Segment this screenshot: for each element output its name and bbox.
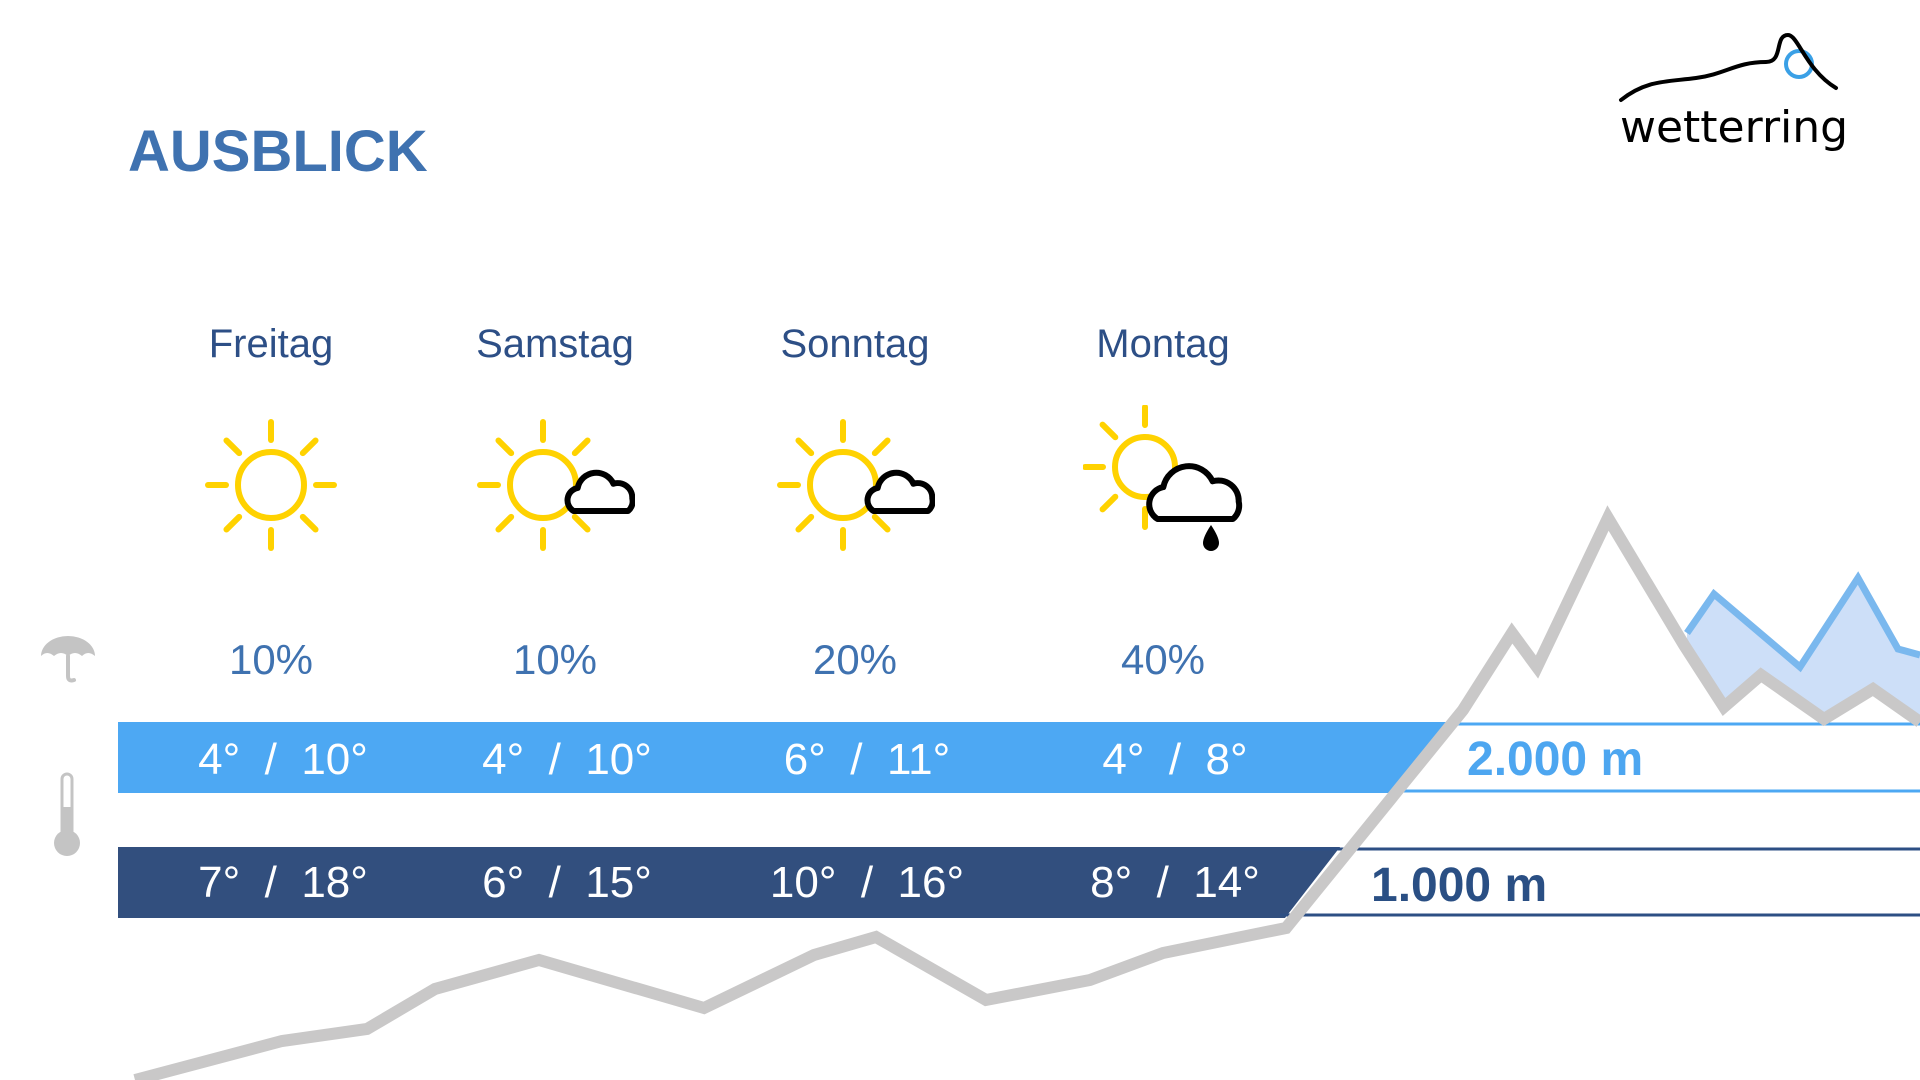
rain-probability: 20%	[812, 636, 898, 683]
level-1000m-label: 1.000 m	[1371, 859, 1548, 912]
temp-1000m: 10° / 16°	[769, 858, 965, 907]
temp-2000m: 4° / 10°	[198, 735, 368, 784]
bar-2000m	[118, 722, 1450, 793]
day-name: Freitag	[208, 322, 334, 366]
day-name: Sonntag	[780, 322, 930, 366]
temp-1000m: 7° / 18°	[198, 858, 368, 907]
wetterring-logo: wetterring	[1616, 30, 1848, 155]
temp-2000m: 4° / 10°	[482, 735, 652, 784]
temp-1000m: 6° / 15°	[482, 858, 652, 907]
sun-cloud-icon	[777, 419, 935, 551]
temp-2000m: 6° / 11°	[783, 735, 951, 784]
bar-1000m	[118, 847, 1340, 918]
sun-icon	[205, 419, 337, 551]
day-name: Samstag	[476, 322, 634, 366]
level-2000m-label: 2.000 m	[1467, 733, 1644, 786]
logo-mountain-icon: wetterring	[1619, 32, 1848, 153]
svg-text:wetterring: wetterring	[1620, 102, 1846, 153]
mountain-line	[133, 505, 1920, 1080]
temp-1000m: 8° / 14°	[1090, 858, 1260, 907]
rain-probability: 10%	[512, 636, 598, 683]
umbrella-icon	[41, 636, 95, 683]
page-title: AUSBLICK	[128, 119, 428, 184]
sun-cloud-rain-icon	[1083, 405, 1243, 551]
snow-outline	[1684, 571, 1920, 673]
temp-2000m: 4° / 8°	[1102, 735, 1248, 784]
thermometer-icon	[54, 772, 80, 856]
rain-probability: 10%	[228, 636, 314, 683]
sun-cloud-icon	[477, 419, 635, 551]
day-name: Montag	[1096, 322, 1230, 366]
rain-probability: 40%	[1120, 636, 1206, 683]
